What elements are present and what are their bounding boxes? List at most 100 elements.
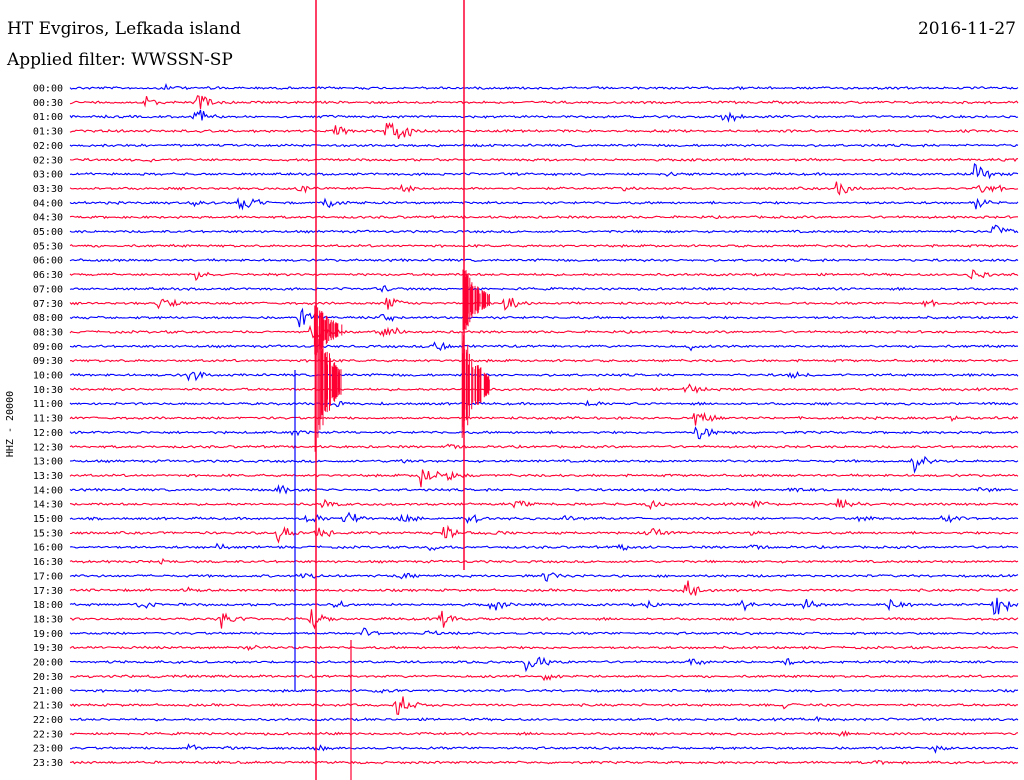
trace-line xyxy=(69,285,1019,293)
row-label: 13:00 xyxy=(33,457,63,468)
trace-line xyxy=(69,122,1019,139)
row-label: 09:30 xyxy=(33,356,63,367)
row-label: 02:30 xyxy=(33,155,63,166)
clip-lines xyxy=(294,0,490,780)
row-labels: 00:00 00:30 01:00 01:30 02:00 02:30 03:00 03:30… xyxy=(33,84,63,769)
trace-line xyxy=(69,674,1019,682)
trace-line xyxy=(69,143,1019,148)
row-label: 16:30 xyxy=(33,557,63,568)
filter-label: Applied filter: WWSSN-SP xyxy=(7,50,233,70)
trace-line xyxy=(69,715,1019,723)
row-label: 15:00 xyxy=(33,514,63,525)
trace-line xyxy=(69,730,1019,738)
row-label: 22:30 xyxy=(33,729,63,740)
trace-line xyxy=(69,383,1019,394)
row-label: 00:30 xyxy=(33,98,63,109)
row-label: 10:30 xyxy=(33,385,63,396)
trace-line xyxy=(69,572,1019,583)
trace-line xyxy=(69,743,1019,754)
row-label: 01:30 xyxy=(33,127,63,138)
row-label: 23:00 xyxy=(33,744,63,755)
trace-line xyxy=(69,197,1019,211)
trace-line xyxy=(69,580,1019,596)
trace-line xyxy=(69,469,1019,488)
trace-line xyxy=(69,162,1019,180)
trace-line xyxy=(69,95,1019,109)
row-label: 15:30 xyxy=(33,528,63,539)
trace-line xyxy=(69,455,1019,474)
row-label: 21:00 xyxy=(33,686,63,697)
trace-line xyxy=(69,157,1019,163)
row-label: 22:00 xyxy=(33,715,63,726)
trace-line xyxy=(69,557,1019,565)
row-label: 05:00 xyxy=(33,227,63,238)
trace-line xyxy=(69,644,1019,652)
trace-line xyxy=(69,297,1019,311)
event-burst xyxy=(314,312,342,452)
row-label: 19:30 xyxy=(33,643,63,654)
trace-line xyxy=(69,696,1018,716)
trace-line xyxy=(69,511,1019,524)
row-label: 08:30 xyxy=(33,327,63,338)
row-label: 20:30 xyxy=(33,672,63,683)
trace-line xyxy=(69,181,1019,196)
row-label: 18:00 xyxy=(33,600,63,611)
trace-line xyxy=(69,258,1019,263)
trace-line xyxy=(69,109,1019,123)
row-label: 16:00 xyxy=(33,543,63,554)
trace-line xyxy=(69,214,1018,220)
trace-line xyxy=(69,443,1019,450)
trace-line xyxy=(69,656,1019,673)
trace-line xyxy=(69,399,1019,408)
trace-lines xyxy=(69,83,1019,766)
row-label: 06:30 xyxy=(33,270,63,281)
trace-line xyxy=(69,358,1019,363)
trace-line xyxy=(69,498,1019,511)
station-title: HT Evgiros, Lefkada island xyxy=(7,19,241,39)
row-label: 03:00 xyxy=(33,170,63,181)
row-label: 14:30 xyxy=(33,500,63,511)
trace-line xyxy=(69,307,1019,328)
trace-line xyxy=(69,371,1019,382)
trace-line xyxy=(69,269,1019,282)
row-label: 03:30 xyxy=(33,184,63,195)
row-label: 11:30 xyxy=(33,414,63,425)
event-burst xyxy=(462,269,490,331)
trace-line xyxy=(69,426,1019,440)
trace-line xyxy=(69,484,1019,495)
trace-line xyxy=(69,609,1019,630)
trace-line xyxy=(69,324,1019,339)
trace-line xyxy=(69,224,1019,234)
trace-line xyxy=(69,243,1019,249)
row-label: 21:30 xyxy=(33,701,63,712)
row-label: 02:00 xyxy=(33,141,63,152)
trace-line xyxy=(69,627,1019,636)
row-label: 17:30 xyxy=(33,586,63,597)
row-label: 06:00 xyxy=(33,256,63,267)
trace-line xyxy=(69,688,1019,694)
row-label: 12:30 xyxy=(33,442,63,453)
row-label: 17:00 xyxy=(33,571,63,582)
date-label: 2016-11-27 xyxy=(917,19,1016,39)
row-label: 19:00 xyxy=(33,629,63,640)
row-label: 12:00 xyxy=(33,428,63,439)
trace-line xyxy=(70,524,1019,544)
row-label: 23:30 xyxy=(33,758,63,769)
row-label: 07:30 xyxy=(33,299,63,310)
row-label: 04:00 xyxy=(33,198,63,209)
row-label: 10:00 xyxy=(33,371,63,382)
row-label: 01:00 xyxy=(33,112,63,123)
trace-line xyxy=(69,341,1019,352)
trace-line xyxy=(69,83,1019,91)
trace-line xyxy=(70,759,1019,766)
row-label: 13:30 xyxy=(33,471,63,482)
y-axis-label: HHZ - 20000 xyxy=(5,391,16,457)
trace-line xyxy=(69,542,1019,552)
trace-line xyxy=(69,597,1019,616)
row-label: 20:00 xyxy=(33,658,63,669)
event-burst xyxy=(461,332,490,438)
row-label: 18:30 xyxy=(33,614,63,625)
row-label: 05:30 xyxy=(33,241,63,252)
row-label: 09:00 xyxy=(33,342,63,353)
